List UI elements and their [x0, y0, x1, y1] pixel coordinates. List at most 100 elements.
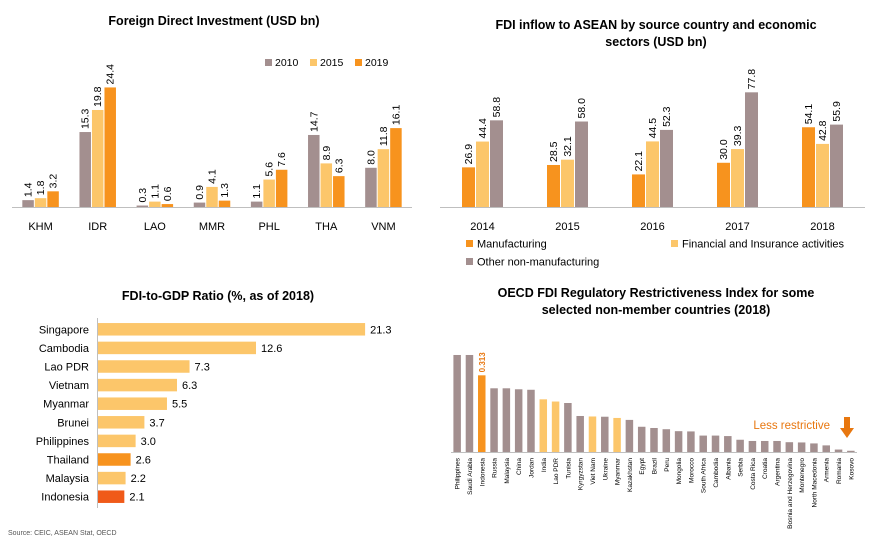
- bar-brazil: [650, 427, 658, 452]
- x-tick-armenia: Armenia: [824, 458, 831, 483]
- data-label-myanmar: 5.5: [172, 399, 187, 411]
- bar-armenia: [822, 445, 830, 452]
- bar-2017-other-non-manufacturing: [745, 92, 758, 207]
- bar-phl-2019: [275, 169, 288, 207]
- bar-idr-2015: [91, 109, 104, 207]
- chart2-title-line-1: FDI inflow to ASEAN by source country an…: [495, 18, 816, 32]
- bar-mongolia: [674, 431, 683, 452]
- bar-egypt: [637, 426, 646, 452]
- data-label-vnm-2015: 11.8: [378, 126, 390, 146]
- legend-swatch-manufacturing: [466, 240, 473, 247]
- bar-2015-financial-and-insurance-activities: [561, 159, 574, 207]
- data-label-2017-financial-and-insurance-activities: 39.3: [732, 125, 744, 146]
- data-label-singapore: 21.3: [370, 324, 391, 336]
- x-tick-kazakhstan: Kazakhstan: [627, 458, 634, 492]
- bar-peru: [662, 429, 671, 452]
- legend-label-2019: 2019: [365, 57, 389, 69]
- bar-2017-manufacturing: [717, 162, 730, 207]
- bar-vnm-2019: [390, 128, 402, 207]
- bar-brunei: [98, 416, 145, 429]
- x-tick-croatia: Croatia: [762, 458, 769, 479]
- bar-indonesia: [478, 375, 486, 452]
- data-label-idr-2010: 15.3: [80, 108, 92, 129]
- bar-malaysia: [98, 471, 126, 485]
- bar-bosnia-and-herzegovina: [785, 442, 794, 452]
- data-label-idr-2015: 19.8: [92, 86, 104, 107]
- x-tick-china: China: [516, 458, 523, 475]
- x-tick-serbia: Serbia: [738, 458, 745, 477]
- data-label-vietnam: 6.3: [182, 380, 197, 392]
- bar-khm-2010: [22, 200, 34, 207]
- source-note: Source: CEIC, ASEAN Stat, OECD: [8, 530, 117, 537]
- bar-2016-financial-and-insurance-activities: [646, 141, 659, 207]
- x-tick-kyrgyzstan: Kyrgyzstan: [578, 458, 585, 491]
- data-label-2016-manufacturing: 22.1: [633, 151, 645, 172]
- bar-viet-nam: [588, 416, 597, 452]
- bar-lao-2019: [161, 204, 174, 207]
- x-tick-khm: KHM: [28, 221, 52, 233]
- x-tick-ukraine: Ukraine: [602, 458, 609, 481]
- data-label-2015-financial-and-insurance-activities: 32.1: [562, 136, 574, 157]
- bar-phl-2010: [250, 201, 263, 207]
- x-tick-2017: 2017: [725, 221, 749, 233]
- legend-swatch-2015: [310, 59, 317, 66]
- bar-romania: [834, 449, 843, 452]
- bar-mmr-2019: [218, 200, 231, 207]
- data-label-2018-other-non-manufacturing: 55.9: [831, 101, 843, 122]
- data-label-cambodia: 12.6: [261, 343, 282, 355]
- bar-philippines: [98, 434, 136, 448]
- bar-2016-manufacturing: [632, 174, 645, 207]
- data-label-khm-2010: 1.4: [23, 182, 35, 197]
- bar-south-africa: [699, 435, 707, 452]
- data-label-2017-manufacturing: 30.0: [718, 139, 730, 160]
- y-tick-cambodia: Cambodia: [39, 343, 90, 355]
- bar-lao-2010: [136, 205, 149, 207]
- bar-mmr-2010: [193, 202, 206, 207]
- data-label-2016-other-non-manufacturing: 52.3: [661, 106, 673, 127]
- bar-costa-rica: [748, 440, 757, 452]
- legend-swatch-other-non-manufacturing: [466, 258, 473, 265]
- annotation-indonesia-value: 0.313: [478, 352, 487, 373]
- x-tick-kosovo: Kosovo: [848, 458, 855, 480]
- bar-north-macedonia: [810, 443, 818, 452]
- x-tick-2016: 2016: [640, 221, 664, 233]
- x-tick-viet-nam: Viet Nam: [590, 458, 597, 485]
- bar-kyrgyzstan: [576, 415, 584, 452]
- x-tick-2015: 2015: [555, 221, 579, 233]
- data-label-vnm-2010: 8.0: [365, 150, 377, 165]
- bar-myanmar: [613, 417, 621, 452]
- data-label-tha-2019: 6.3: [333, 158, 345, 173]
- data-label-tha-2015: 8.9: [321, 146, 333, 161]
- bar-2018-other-non-manufacturing: [830, 124, 843, 207]
- bar-kazakhstan: [625, 419, 634, 452]
- x-tick-mongolia: Mongolia: [676, 458, 683, 485]
- bar-lao-pdr: [551, 401, 560, 452]
- bar-kosovo: [847, 450, 855, 452]
- data-label-phl-2010: 1.1: [251, 184, 263, 199]
- legend-label-2015: 2015: [320, 57, 344, 69]
- x-tick-tha: THA: [315, 221, 338, 233]
- x-tick-philippines: Philippines: [455, 457, 462, 489]
- bar-2018-financial-and-insurance-activities: [816, 143, 829, 207]
- bar-tunisia: [564, 403, 572, 452]
- x-tick-lao: LAO: [144, 221, 166, 233]
- bar-saudi-arabia: [465, 354, 474, 452]
- bar-mmr-2015: [206, 186, 218, 207]
- bar-russia: [490, 388, 498, 452]
- bar-vietnam: [98, 378, 178, 392]
- x-tick-morocco: Morocco: [688, 458, 695, 483]
- data-label-lao-2015: 1.1: [149, 184, 161, 199]
- data-label-phl-2019: 7.6: [276, 152, 288, 167]
- bar-2014-other-non-manufacturing: [490, 120, 503, 207]
- x-tick-2014: 2014: [470, 221, 494, 233]
- x-tick-jordan: Jordan: [528, 458, 535, 478]
- data-label-2018-financial-and-insurance-activities: 42.8: [817, 120, 829, 141]
- data-label-malaysia: 2.2: [131, 473, 146, 485]
- x-tick-costa-rica: Costa Rica: [750, 458, 757, 490]
- data-label-idr-2019: 24.4: [105, 64, 117, 85]
- x-tick-albania: Albania: [725, 458, 732, 480]
- bar-2017-financial-and-insurance-activities: [731, 149, 744, 207]
- fdi-gdp-ratio-chart: FDI-to-GDP Ratio (%, as of 2018) 21.3 Sing…: [36, 289, 392, 508]
- data-label-lao-2019: 0.6: [162, 186, 174, 201]
- bar-2016-other-non-manufacturing: [660, 129, 673, 207]
